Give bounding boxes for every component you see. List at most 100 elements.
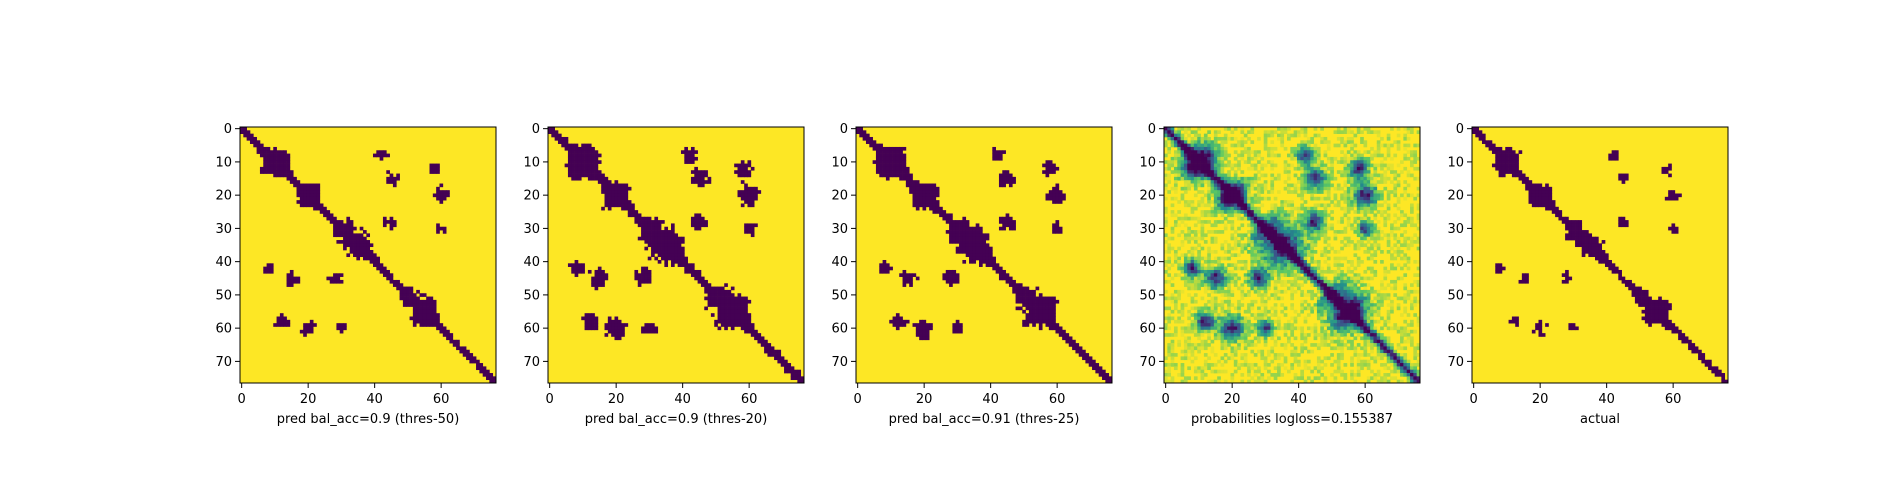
heatmap-cell <box>1363 176 1368 181</box>
heatmap-cell <box>1015 296 1020 301</box>
heatmap-cell <box>409 289 414 294</box>
heatmap-cell <box>617 326 622 331</box>
heatmap-cell <box>661 233 665 238</box>
heatmap-cell <box>459 349 464 354</box>
heatmap-cell <box>790 376 795 381</box>
heatmap-cell <box>587 146 592 151</box>
heatmap-cell <box>1197 136 1201 141</box>
heatmap-cell <box>972 236 977 241</box>
heatmap-cell <box>1227 180 1231 184</box>
heatmap-cell <box>1323 196 1328 201</box>
heatmap-cell <box>276 156 281 161</box>
heatmap-cell <box>1323 296 1328 301</box>
heatmap-cell <box>925 186 930 191</box>
heatmap-cell <box>293 279 297 284</box>
heatmap-cell <box>316 200 321 204</box>
heatmap-cell <box>1187 266 1191 271</box>
heatmap-cell <box>664 226 669 231</box>
heatmap-cell <box>1363 250 1368 254</box>
heatmap-cell <box>1413 303 1418 307</box>
heatmap-cell <box>885 263 890 267</box>
heatmap-cell <box>476 359 480 364</box>
heatmap-cell <box>1193 240 1198 244</box>
heatmap-cell <box>915 206 920 211</box>
heatmap-cell <box>1263 286 1268 291</box>
heatmap-cell <box>952 326 957 331</box>
heatmap-cell <box>1207 210 1211 214</box>
heatmap-cell <box>1167 296 1171 301</box>
heatmap-cell <box>1373 213 1378 218</box>
heatmap-cell <box>730 306 735 311</box>
heatmap-cell <box>343 243 347 248</box>
heatmap-cell <box>641 266 645 271</box>
heatmap-cell <box>1203 306 1208 311</box>
heatmap-cell <box>1360 223 1364 228</box>
heatmap-cell <box>1177 309 1181 314</box>
heatmap-cell <box>1410 223 1414 228</box>
heatmap-cell <box>289 170 294 174</box>
heatmap-cell <box>1260 223 1265 228</box>
heatmap-cell <box>1250 166 1255 171</box>
heatmap-cell <box>1370 183 1374 188</box>
heatmap-cell <box>574 166 579 171</box>
heatmap-cell <box>1273 259 1278 264</box>
heatmap-cell <box>581 316 585 321</box>
heatmap-cell <box>1233 170 1238 174</box>
heatmap-cell <box>356 256 361 261</box>
heatmap-cell <box>1333 193 1338 198</box>
heatmap-cell <box>1413 196 1418 201</box>
heatmap-cell <box>597 160 602 164</box>
heatmap-cell <box>1237 243 1241 248</box>
heatmap-cell <box>1376 193 1381 198</box>
heatmap-cell <box>1386 150 1391 154</box>
heatmap-cell <box>704 279 708 284</box>
heatmap-cell <box>283 170 287 174</box>
heatmap-cell <box>1366 163 1371 168</box>
heatmap-cell <box>1290 150 1295 154</box>
heatmap-cell <box>1243 206 1248 211</box>
heatmap-cell <box>574 266 579 271</box>
heatmap-cell <box>1273 216 1278 221</box>
heatmap-cell <box>1253 196 1258 201</box>
heatmap-cell <box>1193 316 1198 321</box>
heatmap-cell <box>952 276 957 281</box>
heatmap-cell <box>353 253 357 258</box>
heatmap-cell <box>1088 363 1093 367</box>
heatmap-cell <box>1257 286 1261 291</box>
heatmap-cell <box>1316 233 1321 238</box>
heatmap-cell <box>717 306 722 311</box>
heatmap-cell <box>1230 279 1235 284</box>
heatmap-cell <box>641 273 645 277</box>
heatmap-cell <box>664 236 669 241</box>
heatmap-cell <box>690 263 695 267</box>
heatmap-cell <box>1313 303 1318 307</box>
heatmap-cell <box>1280 130 1285 134</box>
heatmap-cell <box>392 283 397 287</box>
heatmap-cell <box>714 299 718 304</box>
heatmap-cell <box>577 173 582 178</box>
heatmap-cell <box>1333 296 1338 301</box>
heatmap-cell <box>1025 296 1030 301</box>
heatmap-cell <box>1346 319 1351 324</box>
heatmap-cell <box>905 170 910 174</box>
heatmap-cell <box>429 303 434 307</box>
heatmap-cell <box>269 150 274 154</box>
heatmap-cell <box>1210 140 1215 144</box>
heatmap-cell <box>641 326 645 331</box>
heatmap-cell <box>587 319 592 324</box>
heatmap-cell <box>1022 296 1026 301</box>
heatmap-cell <box>1035 319 1040 324</box>
heatmap-cell <box>1290 240 1295 244</box>
heatmap-cell <box>988 256 993 261</box>
heatmap-cell <box>1350 316 1354 321</box>
heatmap-cell <box>1323 213 1328 218</box>
heatmap-cell <box>1403 180 1408 184</box>
heatmap-cell <box>1320 127 1324 131</box>
heatmap-cell <box>1287 250 1291 254</box>
heatmap-cell <box>740 296 745 301</box>
heatmap-cell <box>567 153 572 158</box>
heatmap-cell <box>1207 143 1211 148</box>
heatmap-cell <box>1320 203 1324 208</box>
heatmap-cell <box>1193 140 1198 144</box>
heatmap-cell <box>1250 273 1255 277</box>
